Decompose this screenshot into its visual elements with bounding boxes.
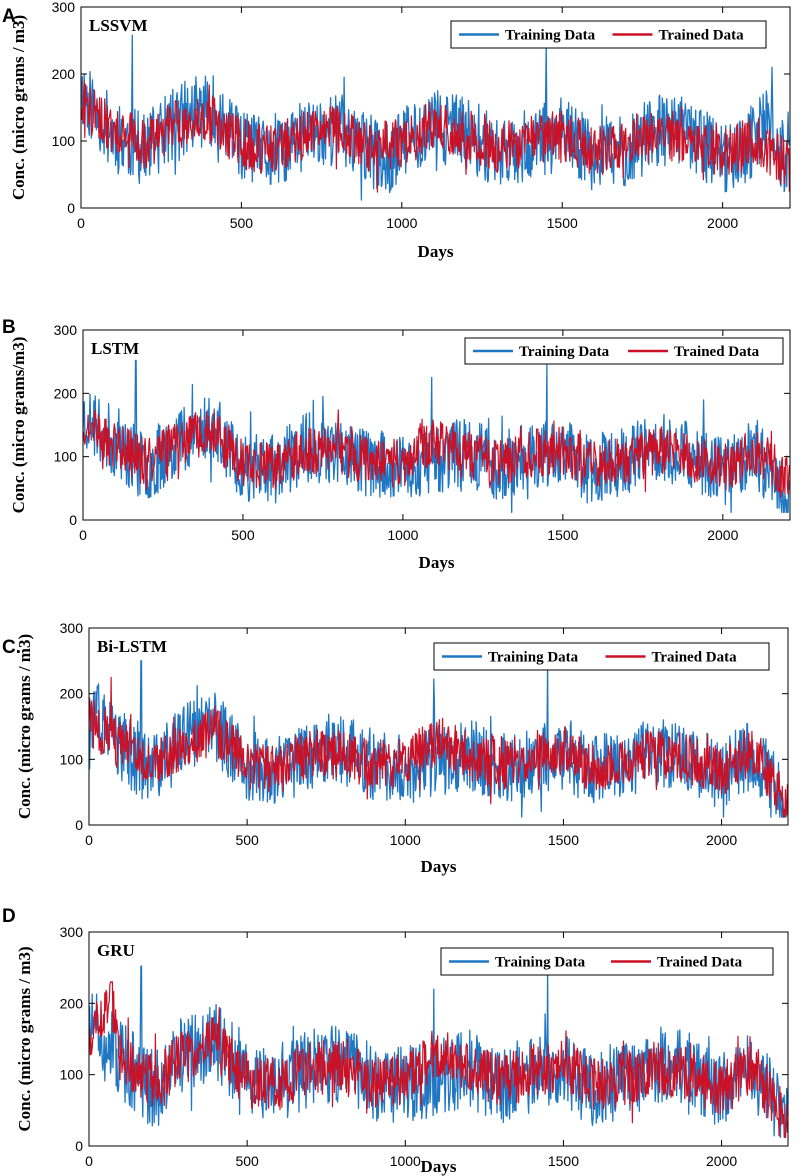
- legend-label-trained-data: Trained Data: [659, 28, 745, 44]
- chart-panel-1: 0 500 1000 1500 2000 0 100 200 300 Days Conc. (mic…: [2, 0, 791, 261]
- series-line-trained-data: [89, 676, 788, 818]
- series-line-trained-data: [89, 981, 788, 1138]
- y-tick-label: 0: [69, 512, 77, 528]
- y-tick-label: 300: [60, 924, 84, 940]
- model-title: Bi-LSTM: [97, 637, 167, 656]
- legend-box: [440, 947, 774, 976]
- y-axis-title: Conc. (micro grams / m3): [9, 15, 28, 200]
- x-tick-label: 1500: [548, 1153, 579, 1169]
- x-tick-label: 500: [235, 832, 259, 848]
- x-tick-label: 0: [85, 1153, 93, 1169]
- model-title: LSSVM: [89, 16, 148, 35]
- x-tick-label: 500: [230, 215, 254, 231]
- legend-label-training-data: Training Data: [505, 28, 596, 44]
- legend: Training Data Trained Data: [464, 337, 784, 365]
- panel-label: C.: [2, 637, 21, 658]
- x-tick-label: 0: [79, 527, 87, 543]
- panel-label: D: [2, 906, 16, 927]
- x-tick-label: 2000: [706, 832, 737, 848]
- y-tick-label: 0: [75, 1138, 83, 1154]
- legend: Training Data Trained Data: [440, 947, 774, 976]
- x-tick-label: 2000: [707, 527, 738, 543]
- y-tick-label: 100: [52, 133, 76, 149]
- y-axis-title: Conc. (micro grams / m3): [15, 946, 34, 1131]
- legend-box: [464, 337, 784, 365]
- series-line-training-data: [83, 359, 790, 514]
- plot-frame: [80, 6, 791, 209]
- model-title: GRU: [97, 941, 135, 960]
- x-tick-label: 1000: [386, 215, 417, 231]
- legend-label-training-data: Training Data: [488, 650, 579, 666]
- legend-label-training-data: Training Data: [495, 955, 586, 971]
- x-tick-label: 0: [77, 215, 85, 231]
- model-title: LSTM: [91, 339, 139, 358]
- chart-panel-2: 0 500 1000 1500 2000 0 100 200 300 Days Conc. (mic…: [2, 317, 791, 572]
- x-tick-label: 1500: [547, 215, 578, 231]
- y-axis-title: Conc. (micro grams/m3): [9, 337, 28, 514]
- legend-label-trained-data: Trained Data: [674, 344, 760, 360]
- x-tick-label: 1500: [548, 832, 579, 848]
- legend-label-trained-data: Trained Data: [652, 650, 738, 666]
- x-tick-label: 0: [85, 832, 93, 848]
- y-tick-label: 200: [60, 995, 84, 1011]
- plot-frame: [88, 931, 789, 1147]
- y-tick-label: 0: [75, 817, 83, 833]
- x-axis-title: Days: [421, 857, 457, 876]
- legend-label-training-data: Training Data: [519, 344, 610, 360]
- x-tick-label: 500: [231, 527, 255, 543]
- chart-panel-4: 0 500 1000 1500 2000 0 100 200 300 Days Conc. (mic…: [2, 906, 789, 1176]
- legend: Training Data Trained Data: [450, 20, 767, 49]
- y-tick-label: 300: [54, 322, 78, 338]
- x-tick-label: 500: [235, 1153, 259, 1169]
- plot-frame: [82, 329, 791, 521]
- plot-frame: [88, 627, 789, 826]
- chart-panel-3: 0 500 1000 1500 2000 0 100 200 300 Days Conc. (mic…: [2, 620, 789, 876]
- x-tick-label: 1000: [390, 1153, 421, 1169]
- panel-label: A: [2, 6, 16, 27]
- y-tick-label: 200: [52, 66, 76, 82]
- legend-label-trained-data: Trained Data: [657, 955, 743, 971]
- y-tick-label: 100: [54, 449, 78, 465]
- x-tick-label: 2000: [707, 215, 738, 231]
- x-axis-title: Days: [421, 1157, 457, 1176]
- x-tick-label: 1000: [387, 527, 418, 543]
- y-tick-label: 100: [60, 751, 84, 767]
- x-axis-title: Days: [419, 553, 455, 572]
- y-tick-label: 0: [67, 200, 75, 216]
- y-tick-label: 300: [60, 620, 84, 636]
- x-tick-label: 2000: [706, 1153, 737, 1169]
- legend-box: [450, 20, 767, 49]
- series-line-training-data: [89, 660, 788, 818]
- y-tick-label: 100: [60, 1067, 84, 1083]
- legend-box: [433, 642, 770, 671]
- series-line-trained-data: [81, 79, 790, 193]
- y-axis-title: Conc. (micro grams / m3): [15, 634, 34, 819]
- series-line-trained-data: [83, 409, 790, 498]
- x-axis-title: Days: [418, 242, 454, 261]
- y-tick-label: 200: [60, 686, 84, 702]
- y-tick-label: 200: [54, 385, 78, 401]
- legend: Training Data Trained Data: [433, 642, 770, 671]
- panel-label: B: [2, 317, 16, 338]
- x-tick-label: 1000: [390, 832, 421, 848]
- x-tick-label: 1500: [547, 527, 578, 543]
- y-tick-label: 300: [52, 0, 76, 15]
